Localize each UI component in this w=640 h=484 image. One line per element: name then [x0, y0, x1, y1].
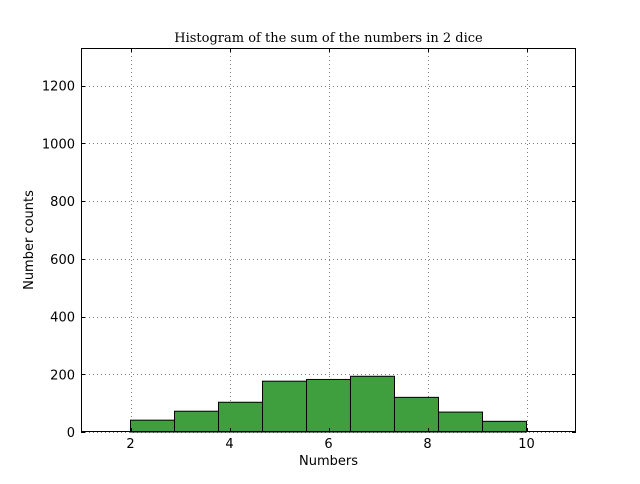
y-tick-label: 600 [50, 253, 75, 268]
y-tick-label: 800 [50, 195, 75, 210]
histogram-bar [481, 420, 528, 433]
chart-title: Histogram of the sum of the numbers in 2… [174, 31, 483, 46]
histogram-bar [349, 375, 395, 433]
histogram-bar [393, 396, 439, 433]
histogram-bars [130, 375, 528, 433]
histogram-bar [437, 411, 483, 433]
histogram-bar [306, 378, 351, 433]
histogram-bar [262, 380, 308, 433]
plot-frame [81, 48, 576, 432]
y-axis-label: Number counts [22, 190, 37, 290]
y-tick-label: 400 [50, 311, 75, 326]
y-tick-label: 200 [50, 368, 75, 383]
histogram-bar [218, 401, 264, 433]
x-tick-label: 2 [126, 437, 134, 452]
histogram-bar [130, 419, 176, 433]
x-axis-label: Numbers [299, 454, 358, 469]
x-tick-label: 4 [225, 437, 233, 452]
histogram-bar [174, 410, 220, 433]
y-tick-label: 0 [67, 426, 75, 441]
y-tick-label: 1000 [42, 137, 75, 152]
grid-lines [81, 48, 576, 433]
axis-ticks [81, 48, 576, 433]
x-tick-labels: 2 4 6 8 10 [126, 437, 534, 452]
y-tick-labels: 0 200 400 600 800 1000 1200 [42, 80, 75, 441]
x-tick-label: 6 [324, 437, 332, 452]
x-tick-label: 8 [423, 437, 431, 452]
x-tick-label: 10 [518, 437, 535, 452]
y-tick-label: 1200 [42, 80, 75, 95]
